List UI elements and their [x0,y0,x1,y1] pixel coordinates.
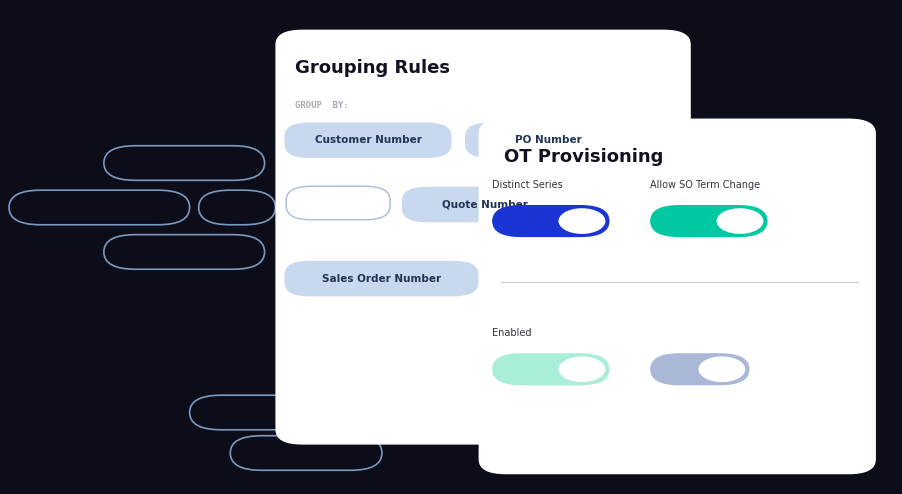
Circle shape [697,357,744,382]
Text: OT Provisioning: OT Provisioning [503,148,662,166]
FancyBboxPatch shape [401,187,568,222]
Text: GROUP  BY:: GROUP BY: [295,101,349,110]
FancyBboxPatch shape [465,123,631,158]
Circle shape [557,357,604,382]
FancyBboxPatch shape [478,119,875,474]
FancyBboxPatch shape [492,353,609,385]
Text: Grouping Rules: Grouping Rules [295,59,450,77]
Text: Quote Number: Quote Number [442,200,528,209]
Text: Distinct Series: Distinct Series [492,180,562,190]
FancyBboxPatch shape [492,205,609,237]
Text: PO Number: PO Number [515,135,581,145]
FancyBboxPatch shape [284,261,478,296]
Circle shape [557,208,604,234]
Circle shape [715,208,762,234]
Text: Sales Order Number: Sales Order Number [322,274,440,284]
FancyBboxPatch shape [649,205,767,237]
FancyBboxPatch shape [275,30,690,445]
Text: Enabled: Enabled [492,329,531,338]
FancyBboxPatch shape [284,123,451,158]
Text: Customer Number: Customer Number [314,135,421,145]
FancyBboxPatch shape [286,186,390,220]
FancyBboxPatch shape [649,353,749,385]
Text: Allow SO Term Change: Allow SO Term Change [649,180,759,190]
